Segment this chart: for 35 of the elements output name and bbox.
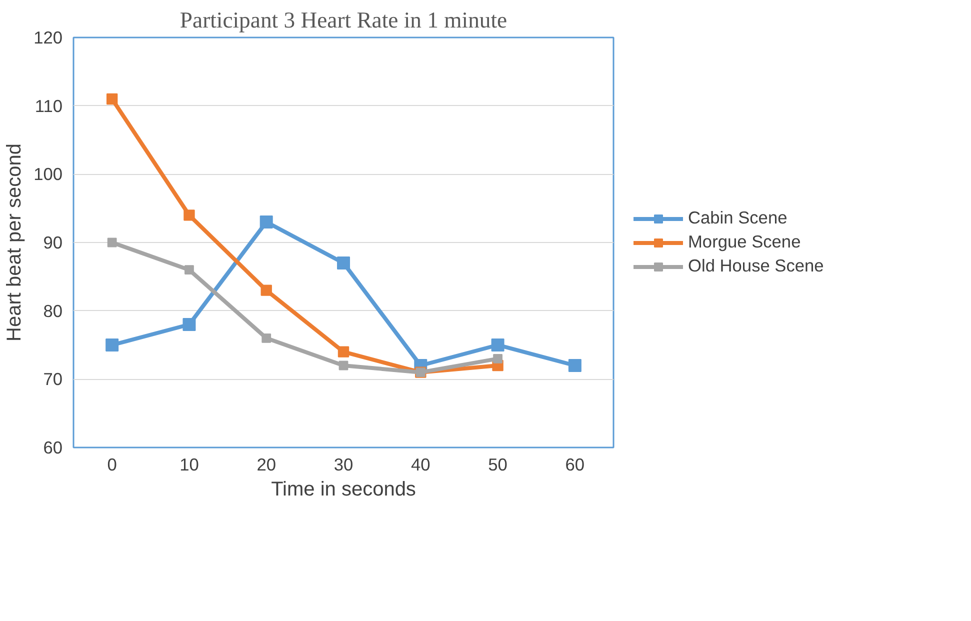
y-tick-label: 60: [43, 438, 63, 458]
x-tick-label: 20: [256, 454, 276, 474]
point: [262, 333, 272, 343]
point: [260, 216, 273, 228]
point: [182, 318, 196, 331]
chart-title: Participant 3 Heart Rate in 1 minute: [180, 8, 508, 32]
y-tick-label: 110: [34, 96, 63, 116]
point: [184, 265, 194, 275]
point: [184, 210, 195, 221]
legend-label: Cabin Scene: [688, 208, 788, 228]
y-axis-title: Heart beat per second: [4, 144, 26, 342]
point: [107, 238, 117, 248]
point: [106, 93, 118, 105]
point: [568, 359, 582, 372]
y-tick-label: 80: [43, 300, 63, 321]
point: [493, 354, 502, 364]
point: [491, 338, 504, 352]
y-tick-label: 90: [43, 232, 63, 252]
x-tick-label: 10: [180, 454, 199, 474]
x-tick-label: 30: [334, 454, 354, 474]
point: [260, 284, 272, 296]
point: [338, 360, 348, 370]
y-tick-label: 120: [34, 28, 63, 48]
x-tick-label: 60: [565, 454, 585, 474]
x-tick-label: 0: [107, 454, 117, 474]
y-tick-label: 70: [43, 369, 63, 390]
x-axis-title: Time in seconds: [271, 478, 416, 500]
legend-label: Morgue Scene: [688, 232, 801, 252]
point: [337, 256, 350, 270]
point: [338, 346, 350, 358]
y-tick-label: 100: [34, 164, 63, 184]
legend-label: Old House Scene: [688, 256, 824, 276]
point: [106, 338, 119, 352]
x-tick-label: 50: [488, 454, 508, 474]
x-tick-label: 40: [411, 454, 430, 474]
